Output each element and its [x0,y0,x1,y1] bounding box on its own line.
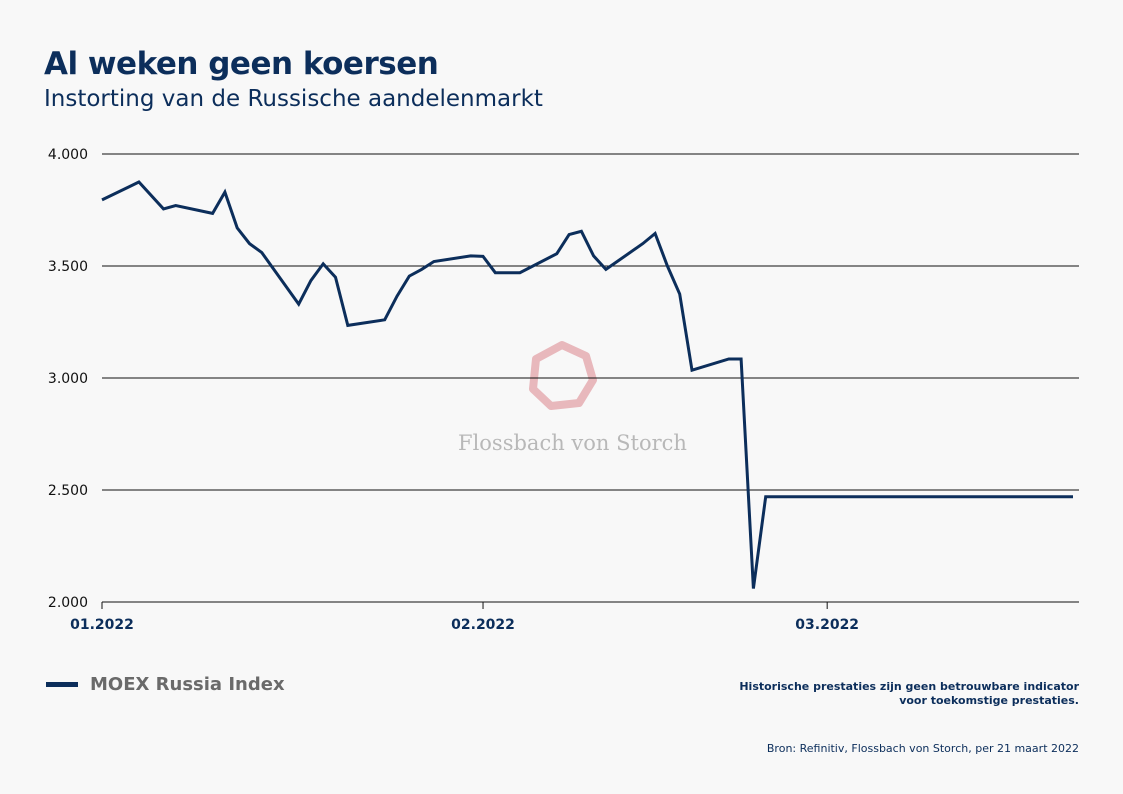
disclaimer-note: Historische prestaties zijn geen betrouw… [739,680,1079,707]
chart-title: Al weken geen koersen [44,46,439,82]
y-tick-label: 3.000 [48,371,88,387]
x-tick-label: 03.2022 [795,617,859,633]
y-tick-label: 4.000 [48,147,88,163]
y-tick-label: 2.000 [48,595,88,611]
x-tick-label: 01.2022 [70,617,134,633]
x-tick-label: 02.2022 [451,617,515,633]
legend: MOEX Russia Index [46,674,285,695]
legend-label: MOEX Russia Index [90,674,285,695]
x-axis: 01.2022 02.2022 03.2022 [70,602,859,633]
watermark-text: Flossbach von Storch [458,431,687,455]
series-line-moex [101,180,1073,589]
y-tick-label: 2.500 [48,483,88,499]
chart-subtitle: Instorting van de Russische aandelenmark… [44,86,543,112]
y-tick-label: 3.500 [48,259,88,275]
series-group [101,180,1073,589]
gridlines [102,153,1079,603]
legend-swatch [46,682,78,687]
line-chart: 2.000 2.500 3.000 3.500 4.000 01.2022 02.2022… [48,147,1079,633]
y-axis: 2.000 2.500 3.000 3.500 4.000 [48,147,88,611]
heptagon-logo-icon [529,341,597,410]
source-note: Bron: Refinitiv, Flossbach von Storch, p… [766,742,1079,755]
